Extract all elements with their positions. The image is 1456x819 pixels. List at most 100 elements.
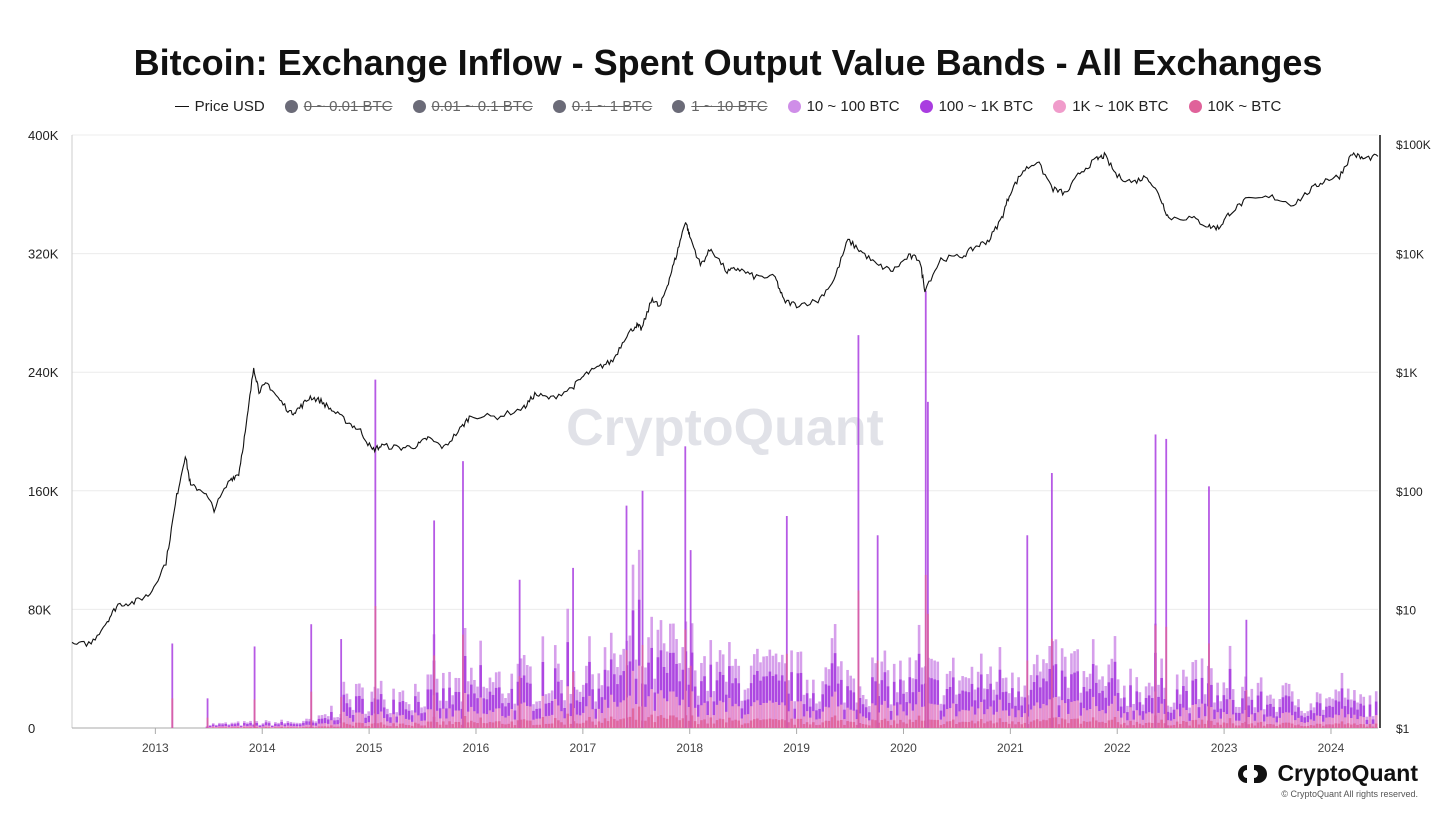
inflow-bar-10k-plus [305, 726, 308, 728]
inflow-bar-100-1k [1337, 701, 1341, 728]
inflow-bar-1k-10k [933, 704, 936, 728]
inflow-bar-10k-plus [833, 715, 837, 728]
inflow-bar-10k-plus [544, 723, 548, 728]
inflow-bar-1k-10k [930, 703, 933, 728]
legend-item[interactable]: Price USD [174, 98, 265, 115]
inflow-bar-10k-plus [1318, 723, 1322, 728]
legend-item[interactable]: 10K ~ BTC [1188, 98, 1281, 115]
inflow-bar-100-1k [330, 711, 333, 728]
inflow-bar-10k-plus [961, 721, 964, 728]
inflow-bar-100-1k [787, 693, 790, 728]
inflow-bar-1k-10k [970, 706, 974, 728]
inflow-bar-10k-plus [1017, 721, 1020, 728]
inflow-bar-1k-10k [308, 724, 311, 728]
inflow-bar-100-1k [1095, 682, 1098, 728]
legend-item[interactable]: 0 ~ 0.01 BTC [284, 98, 393, 115]
inflow-bar-1k-10k [662, 698, 666, 728]
inflow-bar-10k-plus [532, 725, 535, 728]
inflow-bar-1k-10k [298, 726, 302, 728]
inflow-bar-100-1k [1160, 677, 1163, 728]
legend-item[interactable]: 0.1 ~ 1 BTC [552, 98, 652, 115]
inflow-bar-1k-10k [784, 705, 787, 728]
inflow-bar-1k-10k [1346, 714, 1350, 728]
inflow-bar-10k-plus [1079, 723, 1083, 728]
inflow-bar-100-1k [634, 678, 638, 728]
inflow-bar-10k-plus [896, 723, 899, 728]
inflow-bar-100-1k [734, 678, 737, 728]
inflow-bar-10k-plus [784, 720, 787, 728]
inflow-bar-100-1k [706, 701, 709, 728]
inflow-bar-1k-10k [271, 727, 274, 728]
inflow-bar-100-1k [581, 696, 585, 728]
inflow-bar-10k-plus [787, 722, 790, 728]
inflow-bar-100-1k [504, 706, 507, 728]
inflow-bar-10k-plus [395, 726, 398, 728]
inflow-bar-1k-10k [690, 691, 694, 728]
inflow-bar-1k-10k [594, 718, 597, 728]
inflow-bar-100-1k [749, 683, 753, 728]
inflow-bar-100-1k [1039, 687, 1042, 728]
inflow-bar-10k-plus [659, 715, 663, 728]
inflow-bar-1k-10k [488, 710, 492, 728]
inflow-bar-10k-plus [1132, 725, 1135, 728]
inflow-bar-10k-plus [1110, 719, 1114, 728]
inflow-bar-1k-10k [261, 726, 265, 728]
inflow-bar-10k-plus [442, 721, 445, 728]
inflow-bar-10k-plus [336, 726, 339, 728]
inflow-bar-10k-plus [849, 721, 852, 728]
inflow-bar-100-1k [1067, 699, 1070, 728]
legend-item[interactable]: 1 ~ 10 BTC [672, 98, 768, 115]
inflow-bar-100-1k [737, 683, 741, 728]
inflow-bar-1k-10k [575, 714, 579, 728]
inflow-bar-100-1k [224, 723, 227, 728]
legend-item[interactable]: 1K ~ 10K BTC [1053, 98, 1169, 115]
brand-logo[interactable]: CryptoQuant [1237, 760, 1418, 787]
inflow-bar-1k-10k [1104, 713, 1107, 728]
copyright-text: © CryptoQuant All rights reserved. [1281, 789, 1418, 799]
inflow-bar-10k-plus [386, 725, 389, 728]
inflow-bar-100-1k [1250, 699, 1254, 728]
inflow-bar-1k-10k [812, 711, 815, 728]
inflow-bar-10k-plus [880, 720, 884, 728]
inflow-bar-100-1k [1359, 703, 1362, 728]
inflow-bar-1k-10k [986, 709, 989, 728]
legend-label: 100 ~ 1K BTC [938, 97, 1034, 115]
inflow-spike [253, 646, 256, 728]
inflow-bar-10k-plus [802, 724, 806, 728]
inflow-bar-10k-plus [1144, 723, 1148, 728]
inflow-bar-10k-plus [889, 725, 893, 728]
inflow-bar-1k-10k [1057, 716, 1061, 728]
inflow-bar-100-1k [1331, 706, 1334, 728]
inflow-bar-100-1k [1070, 674, 1073, 728]
inflow-bar-10k-plus [1116, 722, 1120, 728]
inflow-bar-100-1k [659, 650, 663, 728]
inflow-bar-10k-plus [983, 723, 986, 728]
inflow-bar-1k-10k [1157, 712, 1160, 728]
inflow-bar-100-1k [961, 690, 964, 728]
inflow-bar-1k-10k [1197, 717, 1201, 728]
inflow-bar-100-1k [665, 672, 669, 728]
inflow-bar-1k-10k [777, 704, 781, 728]
legend-item[interactable]: 100 ~ 1K BTC [919, 97, 1034, 115]
inflow-bar-1k-10k [333, 724, 336, 728]
inflow-bar-10k-plus [1346, 723, 1350, 728]
inflow-bar-10k-plus [560, 722, 563, 728]
legend-item[interactable]: 0.01 ~ 0.1 BTC [412, 98, 533, 115]
inflow-bar-1k-10k [1191, 704, 1195, 728]
inflow-bar-10k-plus [1141, 725, 1145, 728]
inflow-bar-10k-plus [967, 722, 971, 728]
inflow-bar-1k-10k [706, 714, 709, 728]
inflow-bar-100-1k [712, 701, 716, 728]
inflow-bar-100-1k [482, 698, 486, 728]
inflow-bar-10k-plus [824, 720, 828, 728]
inflow-bar-10k-plus [715, 720, 719, 728]
inflow-bar-10k-plus [1057, 724, 1061, 728]
inflow-bar-100-1k [1113, 661, 1117, 728]
inflow-bar-10k-plus [230, 727, 234, 728]
inflow-bar-100-1k [718, 671, 722, 728]
legend-item[interactable]: 10 ~ 100 BTC [787, 98, 900, 115]
inflow-bar-100-1k [367, 715, 371, 728]
inflow-bar-1k-10k [510, 708, 514, 728]
inflow-bar-10k-plus [1169, 725, 1173, 728]
inflow-bar-1k-10k [964, 710, 968, 728]
